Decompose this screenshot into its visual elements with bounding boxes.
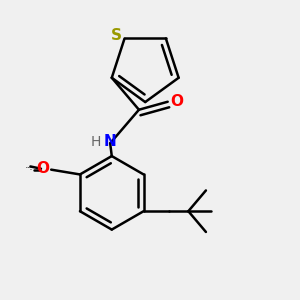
Text: H: H bbox=[91, 135, 101, 149]
Text: S: S bbox=[111, 28, 122, 43]
Text: OCH₃: OCH₃ bbox=[30, 169, 34, 170]
Text: methoxy: methoxy bbox=[26, 167, 32, 168]
Text: N: N bbox=[104, 134, 116, 149]
Text: methoxy: methoxy bbox=[28, 167, 34, 168]
Text: O: O bbox=[37, 160, 50, 175]
Text: O: O bbox=[170, 94, 183, 109]
